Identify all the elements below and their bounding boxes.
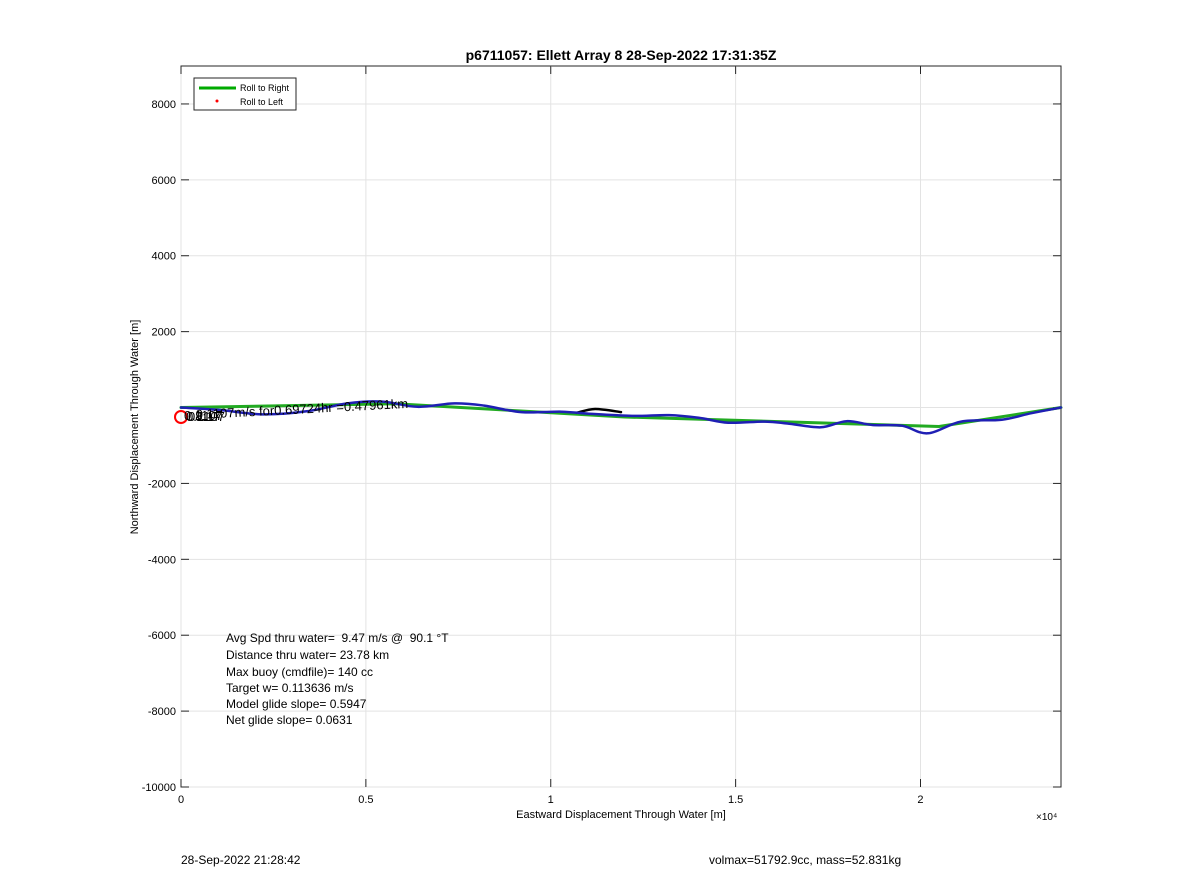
x-tick-label: 1	[548, 794, 554, 806]
grid	[180, 66, 1061, 788]
x-tick-label: 2	[917, 794, 923, 806]
legend-label-roll-left: Roll to Left	[240, 97, 284, 107]
y-tick-label: -10000	[142, 782, 176, 794]
stat-model-glide: Model glide slope= 0.5947	[226, 697, 367, 711]
series-line-1	[575, 407, 623, 415]
x-exponent-label: ×10⁴	[1036, 812, 1057, 823]
series	[179, 400, 1063, 435]
stat-target-w: Target w= 0.113636 m/s	[226, 681, 354, 695]
stat-net-glide: Net glide slope= 0.0631	[226, 713, 353, 727]
series-line-2	[179, 400, 1063, 435]
y-tick-label: 4000	[152, 251, 176, 263]
stat-distance: Distance thru water= 23.78 km	[226, 648, 389, 662]
stat-max-buoy: Max buoy (cmdfile)= 140 cc	[226, 665, 373, 679]
start-marker	[174, 410, 188, 424]
start-label-3: 0.1107	[186, 409, 225, 424]
y-axis-label: Northward Displacement Through Water [m]	[129, 320, 141, 535]
footer-timestamp: 28-Sep-2022 21:28:42	[181, 853, 301, 867]
y-tick-label: 8000	[152, 99, 176, 111]
start-label-2: 0.1107	[184, 408, 223, 423]
start-label-1: 08:17	[188, 409, 221, 424]
legend-dot-roll-left	[215, 99, 219, 103]
y-tick-label: -4000	[148, 554, 176, 566]
footer-vehicle-info: volmax=51792.9cc, mass=52.831kg	[709, 853, 902, 867]
legend-label-roll-right: Roll to Right	[240, 83, 290, 93]
y-tick-labels: -10000 -8000 -6000 -4000 -2000 2000 4000 6000 80…	[142, 99, 176, 794]
y-tick-label: -2000	[148, 478, 176, 490]
y-tick-label: -8000	[148, 706, 176, 718]
y-tick-label: 6000	[152, 175, 176, 187]
x-tick-labels: 0 0.5 1 1.5 2	[178, 794, 924, 806]
y-tick-label: 2000	[152, 327, 176, 339]
x-tick-label: 1.5	[728, 794, 743, 806]
x-tick-label: 0.5	[358, 794, 373, 806]
x-axis-label: Eastward Displacement Through Water [m]	[516, 809, 726, 821]
stat-avg-speed: Avg Spd thru water= 9.47 m/s @ 90.1 °T	[226, 631, 449, 645]
legend-box	[193, 77, 297, 111]
y-tick-label: -6000	[148, 630, 176, 642]
stats-block: Avg Spd thru water= 9.47 m/s @ 90.1 °T D…	[226, 631, 449, 727]
chart-title: p6711057: Ellett Array 8 28-Sep-2022 17:…	[466, 47, 777, 63]
x-tick-label: 0	[178, 794, 184, 806]
legend: Roll to Right Roll to Left	[193, 77, 297, 111]
